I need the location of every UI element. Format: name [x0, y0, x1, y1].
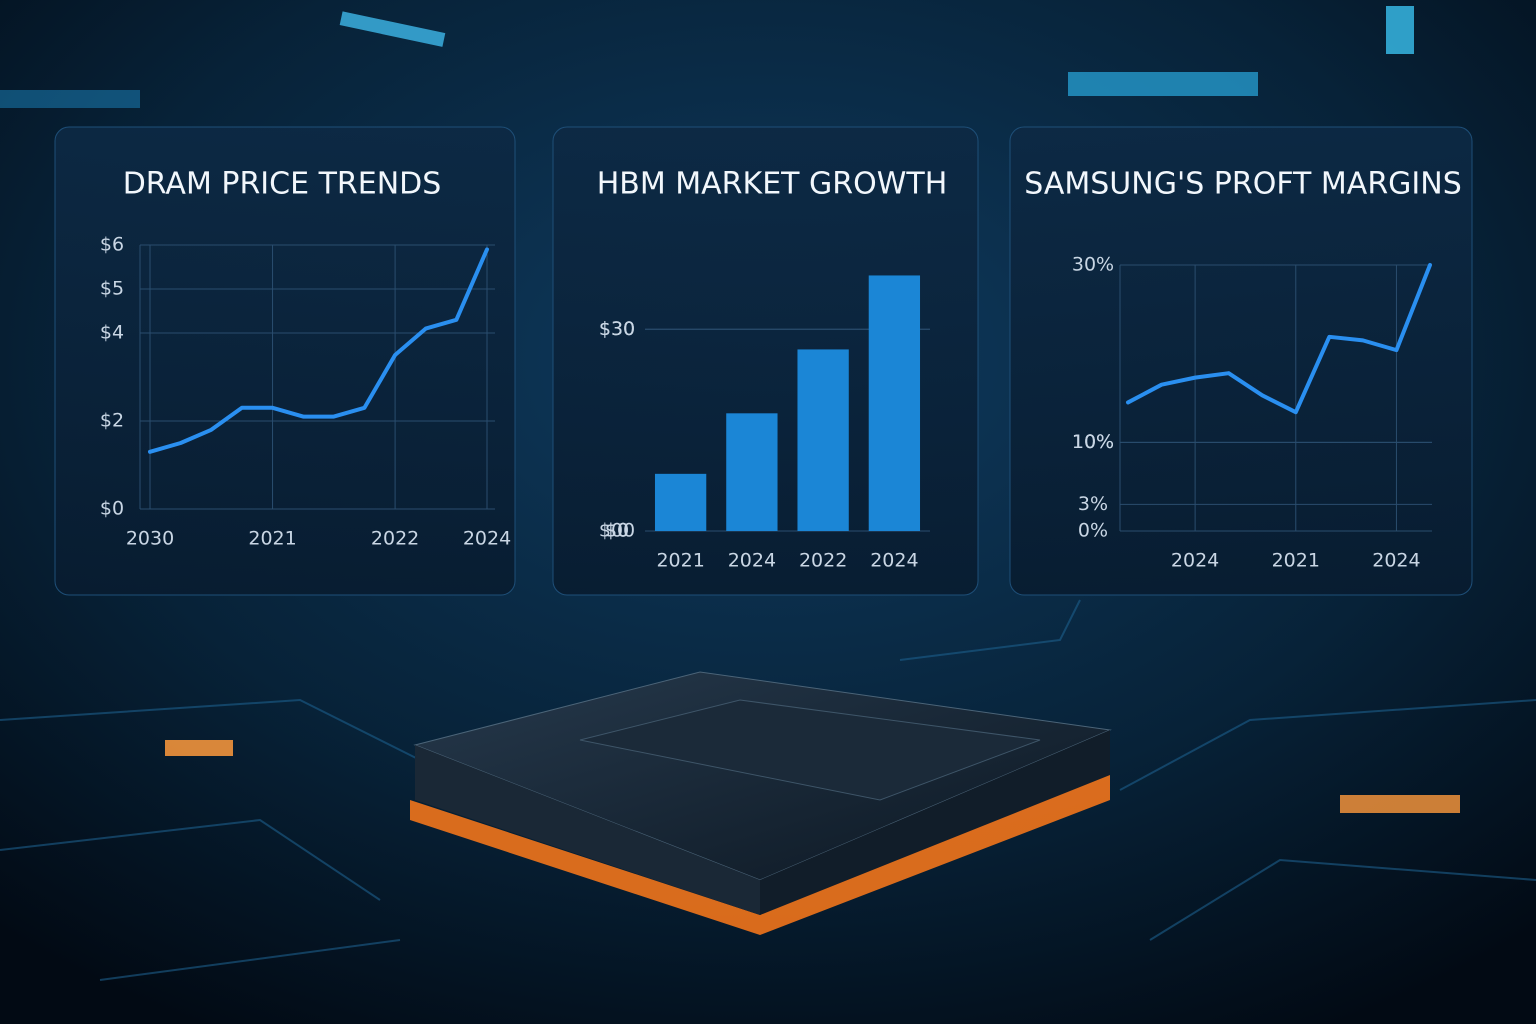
- chart-title: SAMSUNG'S PROFT MARGINS: [1024, 167, 1462, 202]
- x-tick-label: 2024: [1372, 550, 1420, 572]
- x-tick-label: 2024: [728, 550, 776, 572]
- y-tick-label: $4: [100, 322, 124, 344]
- x-tick-label: 2030: [126, 528, 174, 550]
- bar: [797, 349, 849, 531]
- bar: [654, 473, 707, 531]
- component-glow: [1340, 795, 1460, 813]
- y-tick-label: $0: [605, 520, 629, 542]
- circuit-traces: [0, 599, 1536, 981]
- ceiling-light: [1068, 72, 1258, 96]
- y-tick-label: $00: [599, 520, 635, 542]
- data-line: [1126, 263, 1432, 415]
- bar: [868, 275, 921, 531]
- x-tick-label: 2021: [656, 550, 704, 572]
- bar: [726, 413, 778, 531]
- chart-panel: [1009, 126, 1473, 596]
- x-tick-label: 2022: [799, 550, 847, 572]
- y-tick-label: $30: [599, 318, 635, 340]
- x-tick-label: 2024: [463, 528, 511, 550]
- x-tick-label: 2022: [371, 528, 419, 550]
- y-tick-label: $30: [599, 318, 635, 340]
- chart-panel: [54, 126, 516, 596]
- y-tick-label: 0%: [1078, 520, 1108, 542]
- y-tick-label: $5: [100, 278, 124, 300]
- chip: [410, 671, 1112, 935]
- ceiling-light: [339, 11, 446, 47]
- y-tick-label: 10%: [1072, 431, 1114, 453]
- x-tick-label: 2024: [1171, 550, 1219, 572]
- y-tick-label: $6: [100, 234, 124, 256]
- x-tick-label: 2021: [248, 528, 296, 550]
- component-glow: [165, 740, 233, 756]
- x-tick-label: 2021: [1272, 550, 1320, 572]
- y-tick-label: $2: [100, 410, 124, 432]
- y-tick-label: $0: [605, 520, 629, 542]
- ceiling-light: [1386, 6, 1414, 54]
- y-tick-label: $0: [100, 498, 124, 520]
- y-tick-label: 3%: [1078, 493, 1108, 515]
- data-line: [148, 247, 489, 454]
- chart-title: HBM MARKET GROWTH: [597, 167, 948, 202]
- y-tick-label: 10%: [1072, 431, 1114, 453]
- y-tick-label: 30%: [1072, 254, 1114, 276]
- chart-title: DRAM PRICE TRENDS: [123, 167, 442, 202]
- x-tick-label: 2024: [870, 550, 918, 572]
- ceiling-light: [0, 90, 140, 108]
